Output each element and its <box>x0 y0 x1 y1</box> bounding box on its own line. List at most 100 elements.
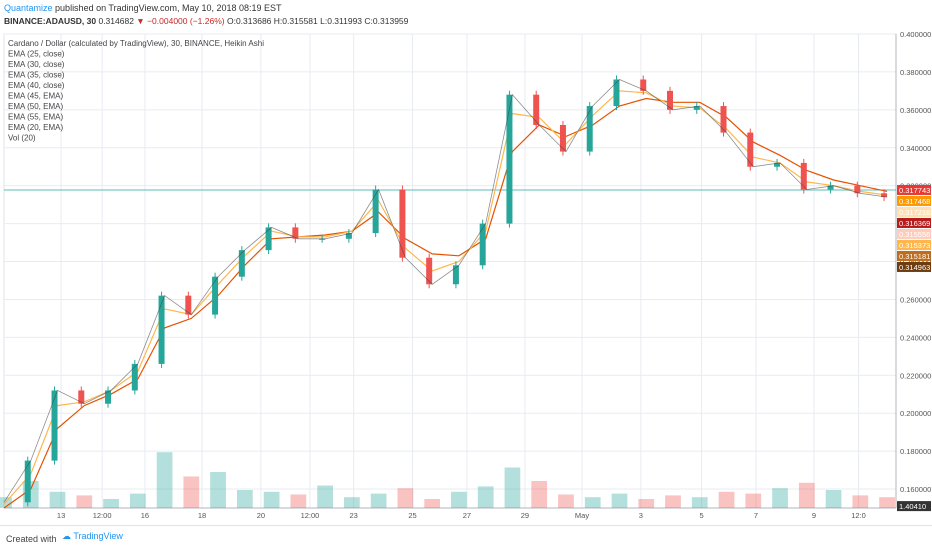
y-tick-label: 0.180000 <box>900 447 931 456</box>
legend-entry: EMA (45, EMA) <box>8 92 63 101</box>
legend-entry: EMA (40, close) <box>8 81 65 90</box>
volume-bar <box>451 491 467 508</box>
volume-bar <box>504 467 521 508</box>
volume-bar <box>611 493 628 508</box>
price-tag-label: 0.317216 <box>899 208 930 217</box>
candle-body <box>158 295 165 364</box>
legend-entry: EMA (50, EMA) <box>8 102 63 111</box>
ema-slow-line <box>3 97 888 509</box>
volume-bar <box>665 495 681 508</box>
price-change: −0.004000 (−1.26%) <box>147 16 225 26</box>
price-tag-bg <box>897 195 931 206</box>
candle-body <box>319 238 326 240</box>
x-tick-label: 18 <box>198 511 206 520</box>
volume-bar <box>129 493 146 508</box>
price-tag-label: 0.317743 <box>899 186 930 195</box>
tradingview-logo[interactable]: ☁ TradingView <box>62 531 123 542</box>
ema-fast-line <box>3 90 888 505</box>
candle-body <box>747 132 754 167</box>
author-link[interactable]: Quantamize <box>4 3 53 13</box>
candle-body <box>854 185 861 194</box>
candle-body <box>212 276 219 315</box>
x-tick-label: 9 <box>812 511 816 520</box>
volume-bar <box>210 472 226 508</box>
volume-bar <box>370 493 387 508</box>
price-chart[interactable]: 0.160000 0.180000 0.200000 0.220000 0.240000… <box>0 30 932 525</box>
volume-bar <box>584 497 601 508</box>
y-tick-label: 0.240000 <box>900 333 931 342</box>
price-tag: 1.40410 <box>897 501 931 512</box>
price-tag-bg <box>897 250 931 261</box>
candle-body <box>238 250 245 277</box>
price-tag-bg <box>897 239 931 250</box>
candle-body <box>185 295 192 315</box>
candle-body <box>399 189 406 258</box>
price-tag-label: 0.315556 <box>899 230 930 239</box>
candle-body <box>105 390 112 404</box>
volume-bar <box>76 495 93 508</box>
y-tick-label: 0.340000 <box>900 144 931 153</box>
publish-line: Quantamize published on TradingView.com,… <box>4 3 282 13</box>
price-tag: 0.315373 <box>897 239 931 250</box>
legend-entry: EMA (30, close) <box>8 60 65 69</box>
x-tick-label: 12:0 <box>851 511 866 520</box>
price-tag-label: 0.315181 <box>899 252 930 261</box>
tradingview-brand: TradingView <box>73 531 123 541</box>
ohlc-close: C:0.313959 <box>364 16 409 26</box>
volume-bar <box>183 476 200 508</box>
volume-bar <box>49 491 66 508</box>
price-tag: 0.315556 <box>897 228 931 239</box>
candle-body <box>800 162 807 190</box>
price-tag-label: 0.314963 <box>899 263 930 272</box>
volume-bar <box>477 486 494 508</box>
x-tick-label: 23 <box>349 511 357 520</box>
price-tag-label: 0.316369 <box>899 219 930 228</box>
candle-body <box>667 90 673 110</box>
volume-bar <box>825 490 842 508</box>
legend-entry: EMA (25, close) <box>8 50 65 59</box>
candle-body <box>640 79 647 91</box>
volume-bar <box>772 488 788 508</box>
volume-bar <box>745 493 762 508</box>
price-tag-label: 0.317468 <box>899 197 930 206</box>
x-tick-label: 12:00 <box>93 511 112 520</box>
price-line <box>3 79 888 503</box>
y-tick-label: 0.200000 <box>900 409 931 418</box>
candle-body <box>559 125 566 152</box>
chart-header: Quantamize published on TradingView.com,… <box>0 0 932 30</box>
x-tick-label: 25 <box>408 511 416 520</box>
created-with-text: Created with <box>6 534 57 544</box>
candle-body <box>51 390 58 461</box>
volume-bar <box>558 494 574 508</box>
volume-bar <box>879 497 895 508</box>
down-arrow-icon: ▼ <box>136 16 145 26</box>
x-tick-label: 20 <box>257 511 265 520</box>
legend-entry: Vol (20) <box>8 134 36 143</box>
price-tag-bg <box>897 206 931 217</box>
ohlc-open: O:0.313686 <box>226 16 272 26</box>
y-tick-label: 0.380000 <box>900 68 931 77</box>
price-tag-label: 1.40410 <box>899 502 926 511</box>
y-tick-label: 0.260000 <box>900 295 931 304</box>
candle-body <box>452 265 459 285</box>
candle-body <box>345 233 352 239</box>
candle-body <box>881 193 888 198</box>
volume-bar <box>290 494 307 508</box>
price-tag: 0.317216 <box>897 206 931 217</box>
footer: Created with ☁ TradingView <box>0 525 932 551</box>
volume-bar <box>317 485 333 508</box>
price-tag-bg <box>897 261 931 272</box>
price-tag-bg <box>897 184 931 195</box>
ohlc-low: L:0.311993 <box>320 16 363 26</box>
volume-bar <box>156 452 173 508</box>
y-tick-label: 0.160000 <box>900 485 931 494</box>
x-tick-label: 29 <box>521 511 529 520</box>
symbol-name: BINANCE:ADAUSD, 30 <box>4 16 97 26</box>
candle-body <box>24 460 31 503</box>
x-tick-label: 16 <box>141 511 149 520</box>
x-tick-label: 5 <box>699 511 703 520</box>
volume-bar <box>531 481 548 508</box>
x-tick-label: 7 <box>754 511 758 520</box>
price-tag-label: 0.315373 <box>899 241 930 250</box>
x-tick-label: 13 <box>57 511 65 520</box>
